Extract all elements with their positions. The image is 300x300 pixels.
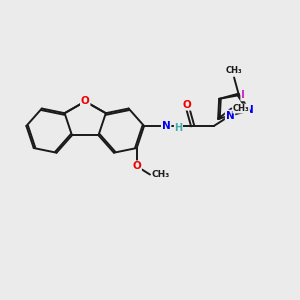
Text: N: N [162,121,170,131]
Text: O: O [182,100,191,110]
Text: CH₃: CH₃ [152,170,170,179]
Text: O: O [81,96,90,106]
Text: N: N [226,111,234,121]
Text: I: I [241,90,245,100]
Text: O: O [132,161,141,171]
Text: H: H [174,123,182,133]
Text: CH₃: CH₃ [226,65,242,74]
Text: CH₃: CH₃ [233,104,250,113]
Text: N: N [245,106,254,116]
